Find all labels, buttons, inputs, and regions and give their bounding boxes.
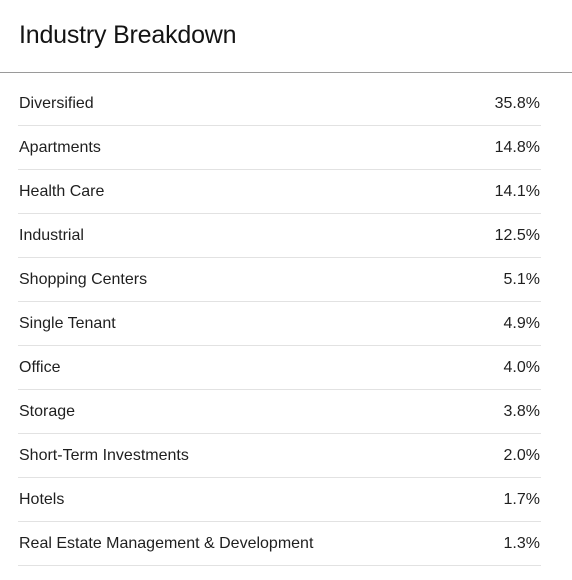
row-label: Office	[19, 358, 61, 376]
row-label: Single Tenant	[19, 314, 116, 332]
breakdown-row-diversified: Diversified 35.8%	[18, 82, 541, 126]
row-value: 4.9%	[503, 314, 540, 332]
row-value: 5.1%	[503, 270, 540, 288]
row-label: Real Estate Management & Development	[19, 534, 314, 552]
row-label: Apartments	[19, 138, 101, 156]
breakdown-row-apartments: Apartments 14.8%	[18, 126, 541, 170]
row-label: Hotels	[19, 490, 65, 508]
row-value: 1.3%	[503, 534, 540, 552]
row-value: 12.5%	[494, 226, 540, 244]
panel-title: Industry Breakdown	[19, 21, 237, 49]
breakdown-row-shopping-centers: Shopping Centers 5.1%	[18, 258, 541, 302]
row-label: Industrial	[19, 226, 84, 244]
breakdown-list: Diversified 35.8% Apartments 14.8% Healt…	[18, 82, 541, 566]
row-label: Storage	[19, 402, 76, 420]
row-label: Short-Term Investments	[19, 446, 189, 464]
breakdown-row-storage: Storage 3.8%	[18, 390, 541, 434]
breakdown-row-single-tenant: Single Tenant 4.9%	[18, 302, 541, 346]
row-value: 14.8%	[494, 138, 540, 156]
row-value: 1.7%	[503, 490, 540, 508]
row-value: 3.8%	[503, 402, 540, 420]
row-label: Health Care	[19, 182, 105, 200]
title-divider	[0, 72, 572, 73]
row-label: Diversified	[19, 94, 94, 112]
breakdown-row-industrial: Industrial 12.5%	[18, 214, 541, 258]
row-value: 35.8%	[494, 94, 540, 112]
breakdown-row-health-care: Health Care 14.1%	[18, 170, 541, 214]
row-value: 14.1%	[494, 182, 540, 200]
breakdown-row-short-term-investments: Short-Term Investments 2.0%	[18, 434, 541, 478]
row-value: 4.0%	[503, 358, 540, 376]
row-value: 2.0%	[503, 446, 540, 464]
breakdown-row-real-estate-management: Real Estate Management & Development 1.3…	[18, 522, 541, 566]
row-label: Shopping Centers	[19, 270, 148, 288]
breakdown-row-hotels: Hotels 1.7%	[18, 478, 541, 522]
breakdown-row-office: Office 4.0%	[18, 346, 541, 390]
